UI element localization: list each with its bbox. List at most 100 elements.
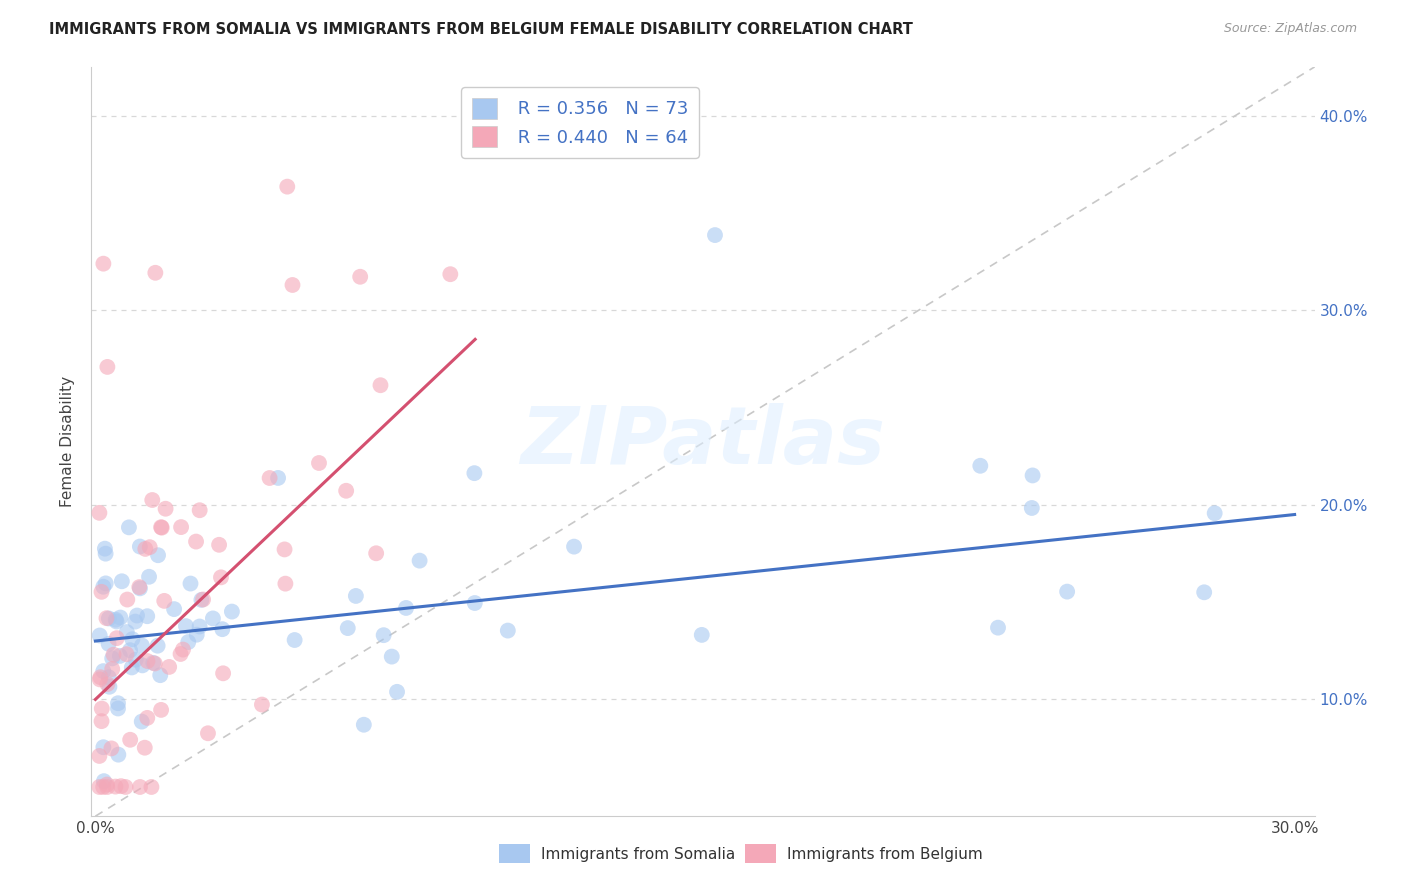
Point xyxy=(385,685,408,699)
Point xyxy=(138,540,160,554)
Point xyxy=(115,625,138,640)
Point xyxy=(1056,584,1078,599)
Legend:  R = 0.356   N = 73,  R = 0.440   N = 64: R = 0.356 N = 73, R = 0.440 N = 64 xyxy=(461,87,699,158)
Point xyxy=(170,520,193,534)
Point xyxy=(93,257,115,271)
Point xyxy=(186,628,208,642)
Point xyxy=(349,269,371,284)
Point xyxy=(142,656,165,670)
Point xyxy=(276,179,298,194)
Point xyxy=(153,594,176,608)
Point xyxy=(105,615,128,629)
Point xyxy=(136,711,159,725)
Point xyxy=(107,701,129,715)
Point xyxy=(136,609,159,624)
Point xyxy=(138,570,160,584)
Point xyxy=(1021,500,1043,515)
Point xyxy=(93,774,115,789)
Point xyxy=(1192,585,1215,599)
Point xyxy=(134,740,156,755)
Point xyxy=(98,680,121,694)
Point xyxy=(408,554,430,568)
Point xyxy=(97,611,120,625)
Point xyxy=(136,654,159,668)
Point xyxy=(125,608,148,623)
Point xyxy=(120,732,142,747)
Point xyxy=(150,703,173,717)
Point xyxy=(110,779,132,793)
Point xyxy=(96,359,118,374)
Point xyxy=(281,277,304,292)
Point xyxy=(128,540,150,554)
Point xyxy=(274,576,297,591)
Point xyxy=(93,580,115,594)
Point xyxy=(439,267,461,281)
Point xyxy=(90,701,112,715)
Point xyxy=(118,520,141,534)
Point xyxy=(463,466,485,480)
Point xyxy=(93,740,115,755)
Point xyxy=(143,266,166,280)
Point xyxy=(96,778,118,792)
Point xyxy=(141,780,163,794)
Point xyxy=(100,741,122,756)
Point xyxy=(211,622,233,636)
Point xyxy=(157,660,180,674)
Text: Immigrants from Somalia: Immigrants from Somalia xyxy=(541,847,735,862)
Point xyxy=(107,696,129,710)
Point xyxy=(169,647,191,661)
Point xyxy=(284,633,307,648)
Point xyxy=(191,592,214,607)
Point xyxy=(149,668,172,682)
Point xyxy=(101,651,124,665)
Point xyxy=(370,378,392,392)
Point xyxy=(366,546,388,560)
Point xyxy=(188,619,211,633)
Point xyxy=(131,658,153,673)
FancyBboxPatch shape xyxy=(745,844,776,863)
Point xyxy=(107,747,129,762)
Point xyxy=(353,717,375,731)
Point xyxy=(562,540,585,554)
Point xyxy=(201,611,224,625)
Point xyxy=(273,542,295,557)
Point xyxy=(129,780,152,794)
Point xyxy=(131,714,153,729)
Point xyxy=(110,610,132,624)
Point xyxy=(128,580,150,594)
Point xyxy=(94,541,117,556)
Point xyxy=(143,657,166,671)
Point xyxy=(96,677,118,691)
Point xyxy=(111,574,134,589)
Point xyxy=(101,662,124,676)
Point xyxy=(141,493,163,508)
Point xyxy=(197,726,219,740)
Point xyxy=(105,631,128,645)
Point xyxy=(174,619,197,633)
Point xyxy=(150,520,173,534)
Point xyxy=(969,458,991,473)
Point xyxy=(97,670,120,684)
Point xyxy=(89,670,111,684)
Point xyxy=(690,628,713,642)
Point xyxy=(131,639,153,653)
Point xyxy=(987,621,1010,635)
Point xyxy=(146,548,169,562)
Point xyxy=(125,653,148,667)
Point xyxy=(212,666,235,681)
Point xyxy=(395,601,418,615)
Point xyxy=(496,624,519,638)
Point xyxy=(94,547,117,561)
Point xyxy=(373,628,395,642)
Point xyxy=(120,643,142,657)
Text: Source: ZipAtlas.com: Source: ZipAtlas.com xyxy=(1223,22,1357,36)
Point xyxy=(121,632,143,647)
Point xyxy=(97,637,120,651)
Point xyxy=(90,714,112,728)
Point xyxy=(121,660,143,674)
Point xyxy=(163,602,186,616)
Point xyxy=(704,228,727,243)
Point xyxy=(96,780,118,794)
Point xyxy=(108,648,131,663)
Point xyxy=(221,605,243,619)
